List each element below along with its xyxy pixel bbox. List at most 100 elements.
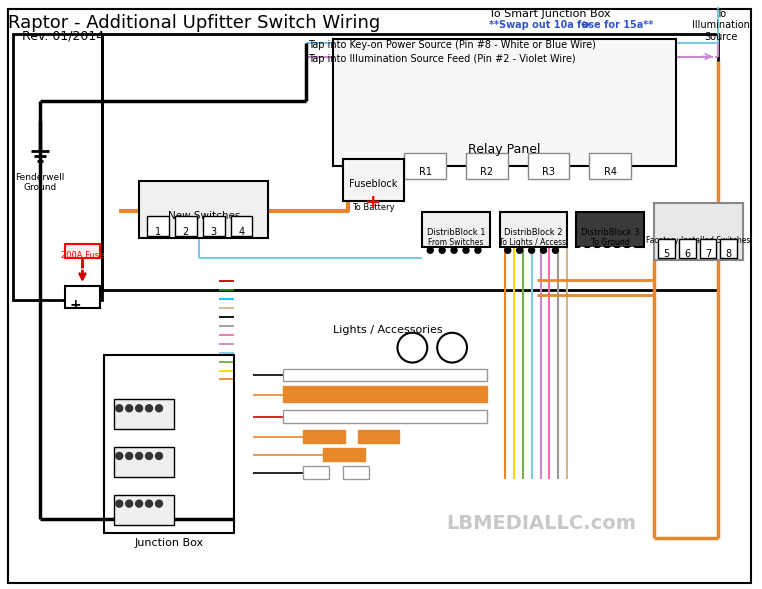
Text: Raptor - Additional Upfitter Switch Wiring: Raptor - Additional Upfitter Switch Wiri… (8, 14, 380, 32)
Circle shape (146, 405, 152, 412)
Text: +: + (365, 193, 382, 211)
Text: Fenderwell
Ground: Fenderwell Ground (15, 173, 65, 192)
Bar (679, 239, 696, 258)
Bar (422, 211, 490, 247)
Text: From Switches: From Switches (428, 239, 484, 247)
Text: Tap into Key-on Power Source (Pin #8 - White or Blue Wire): Tap into Key-on Power Source (Pin #8 - W… (308, 39, 596, 49)
Text: Facotory Installed Switches: Facotory Installed Switches (646, 236, 751, 246)
Bar (720, 239, 738, 258)
Circle shape (116, 405, 123, 412)
Text: 8: 8 (725, 249, 732, 259)
Text: To Smart Junction Box: To Smart Junction Box (489, 9, 610, 19)
Bar (527, 153, 569, 178)
Circle shape (599, 247, 605, 253)
Circle shape (136, 405, 142, 412)
Circle shape (451, 247, 457, 253)
Text: DistribBlock 1: DistribBlock 1 (427, 229, 485, 237)
Bar (303, 430, 344, 443)
Bar (114, 495, 174, 525)
Circle shape (155, 405, 162, 412)
Bar (576, 211, 644, 247)
Text: DistribBlock 3: DistribBlock 3 (581, 229, 639, 237)
Circle shape (146, 452, 152, 459)
Text: New Switches: New Switches (168, 210, 240, 220)
Circle shape (439, 247, 445, 253)
Bar (104, 355, 233, 534)
Text: To Ground: To Ground (591, 239, 629, 247)
Bar (283, 369, 487, 382)
Circle shape (619, 247, 625, 253)
Text: 3: 3 (210, 227, 216, 237)
Circle shape (155, 452, 162, 459)
Text: Lights / Accessories: Lights / Accessories (333, 325, 442, 335)
Bar (343, 159, 405, 201)
Circle shape (589, 247, 595, 253)
Text: Tap into Illumination Source Feed (Pin #2 - Violet Wire): Tap into Illumination Source Feed (Pin #… (308, 54, 575, 64)
Circle shape (427, 247, 434, 253)
Circle shape (146, 500, 152, 507)
Bar (283, 411, 487, 423)
Bar (343, 466, 369, 479)
Text: 4: 4 (239, 227, 245, 237)
Text: R3: R3 (542, 167, 555, 177)
Text: To Lights / Access.: To Lights / Access. (499, 239, 568, 247)
Circle shape (126, 452, 133, 459)
Text: 7: 7 (705, 249, 711, 259)
Circle shape (155, 500, 162, 507)
Circle shape (504, 247, 511, 253)
Bar (405, 153, 446, 178)
Text: Fuseblock: Fuseblock (350, 178, 398, 188)
Text: R2: R2 (480, 167, 494, 177)
Circle shape (609, 247, 615, 253)
Bar (466, 153, 507, 178)
Text: DistribBlock 2: DistribBlock 2 (504, 229, 563, 237)
Text: To Battery: To Battery (352, 203, 395, 211)
Text: Relay Panel: Relay Panel (468, 143, 540, 156)
Text: To
Illumination
Source: To Illumination Source (693, 9, 751, 42)
Bar (231, 217, 252, 236)
Text: +: + (69, 298, 82, 312)
Circle shape (475, 247, 481, 253)
Circle shape (126, 405, 133, 412)
Circle shape (463, 247, 469, 253)
Text: 2: 2 (183, 227, 189, 237)
Bar (357, 430, 399, 443)
Circle shape (629, 247, 635, 253)
Bar (65, 286, 101, 308)
Bar (589, 153, 631, 178)
Circle shape (126, 500, 133, 507)
Circle shape (552, 247, 559, 253)
Circle shape (398, 333, 427, 363)
Bar (500, 211, 568, 247)
Circle shape (437, 333, 467, 363)
Text: Junction Box: Junction Box (134, 538, 203, 548)
Circle shape (116, 452, 123, 459)
Text: **Swap out 10a fuse for 15a**: **Swap out 10a fuse for 15a** (489, 20, 653, 30)
Bar (654, 203, 743, 260)
Text: R4: R4 (604, 167, 616, 177)
Text: 5: 5 (663, 249, 669, 259)
Bar (700, 239, 716, 258)
Bar (114, 399, 174, 429)
Text: 6: 6 (684, 249, 690, 259)
Bar (333, 39, 676, 166)
Bar (658, 239, 674, 258)
Circle shape (529, 247, 535, 253)
Circle shape (540, 247, 546, 253)
Circle shape (579, 247, 585, 253)
Bar (139, 181, 268, 239)
Circle shape (116, 500, 123, 507)
Bar (175, 217, 197, 236)
Circle shape (136, 500, 142, 507)
Bar (283, 386, 487, 402)
Text: LBMEDIALLC.com: LBMEDIALLC.com (447, 514, 636, 532)
Bar (13, 34, 102, 300)
Text: 200A Fuse: 200A Fuse (61, 252, 104, 260)
Bar (114, 447, 174, 477)
Text: R1: R1 (419, 167, 432, 177)
Bar (323, 448, 365, 461)
Circle shape (136, 452, 142, 459)
Text: 1: 1 (155, 227, 161, 237)
Bar (303, 466, 329, 479)
Bar (147, 217, 169, 236)
